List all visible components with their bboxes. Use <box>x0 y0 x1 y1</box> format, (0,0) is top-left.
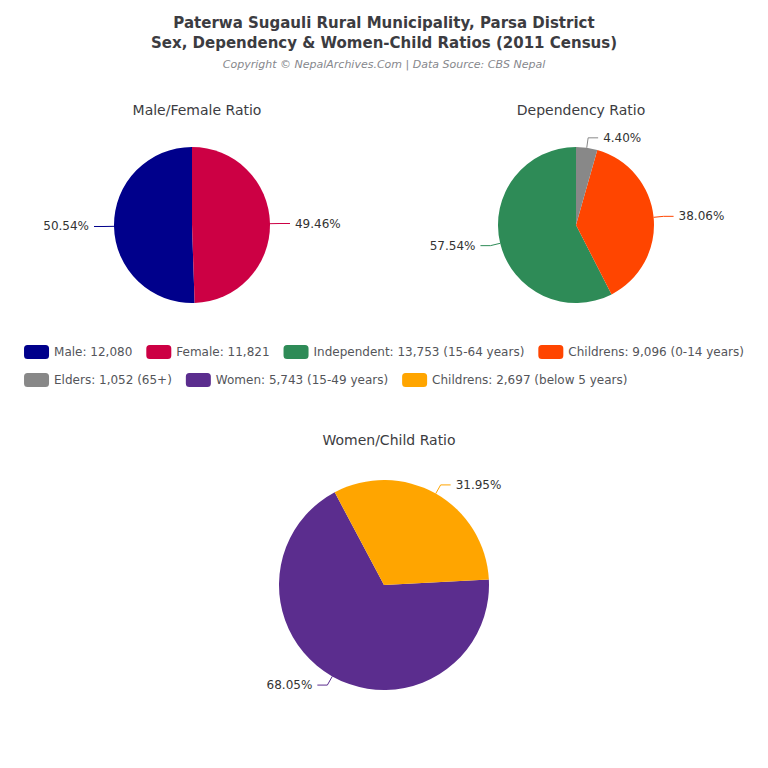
svg-text:Paterwa Sugauli Rural Municipa: Paterwa Sugauli Rural Municipality, Pars… <box>173 14 594 32</box>
svg-text:Female: 11,821: Female: 11,821 <box>176 345 269 359</box>
svg-text:Women/Child Ratio: Women/Child Ratio <box>322 432 455 448</box>
svg-text:Childrens: 9,096 (0-14 years): Childrens: 9,096 (0-14 years) <box>568 345 744 359</box>
svg-text:50.54%: 50.54% <box>43 219 89 233</box>
svg-text:Copyright © NepalArchives.Com: Copyright © NepalArchives.Com | Data Sou… <box>223 58 545 71</box>
svg-text:57.54%: 57.54% <box>430 239 476 253</box>
svg-text:Male/Female Ratio: Male/Female Ratio <box>133 102 262 118</box>
svg-text:Male: 12,080: Male: 12,080 <box>54 345 132 359</box>
svg-text:Dependency Ratio: Dependency Ratio <box>517 102 646 118</box>
svg-text:4.40%: 4.40% <box>603 131 641 145</box>
svg-text:Women: 5,743 (15-49 years): Women: 5,743 (15-49 years) <box>216 373 388 387</box>
svg-text:Elders: 1,052 (65+): Elders: 1,052 (65+) <box>54 373 172 387</box>
svg-text:38.06%: 38.06% <box>679 209 725 223</box>
svg-text:49.46%: 49.46% <box>295 217 341 231</box>
svg-text:31.95%: 31.95% <box>456 478 502 492</box>
svg-text:Sex, Dependency & Women-Child: Sex, Dependency & Women-Child Ratios (20… <box>151 34 617 52</box>
svg-text:68.05%: 68.05% <box>267 678 313 692</box>
svg-text:Independent: 13,753 (15-64 yea: Independent: 13,753 (15-64 years) <box>314 345 525 359</box>
svg-text:Childrens: 2,697 (below 5 year: Childrens: 2,697 (below 5 years) <box>432 373 627 387</box>
